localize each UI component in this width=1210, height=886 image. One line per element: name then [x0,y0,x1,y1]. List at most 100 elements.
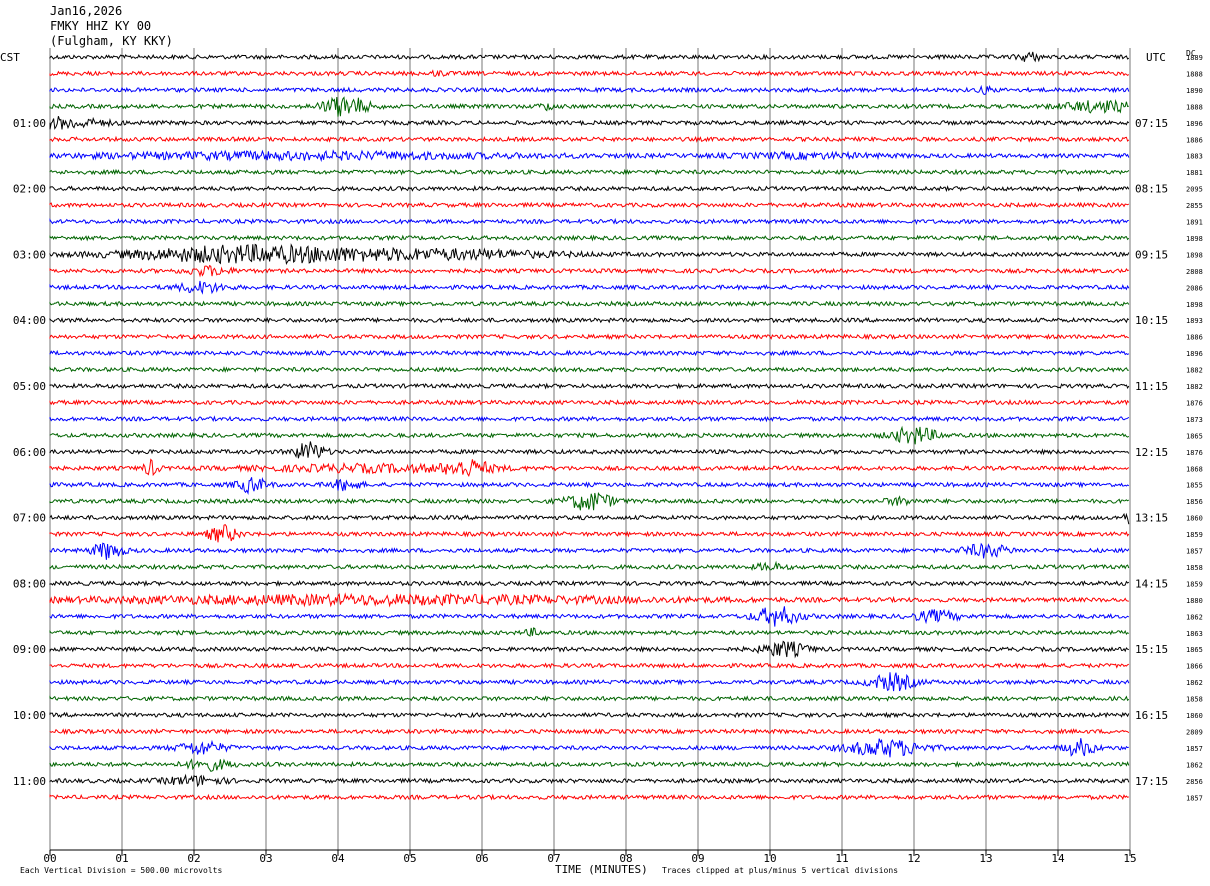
dc-offset-label: 1859 [1186,531,1203,539]
trace-row-24 [49,441,1130,459]
trace-row-14 [49,280,1130,295]
right-hour-label: 16:15 [1135,709,1168,722]
trace-row-38 [49,672,1130,692]
dc-offset-label: 1898 [1186,301,1203,309]
dc-offset-label: 1856 [1186,498,1203,506]
dc-offset-label: 1866 [1186,663,1203,671]
dc-offset-label: 1888 [1186,70,1203,78]
right-hour-label: 13:15 [1135,512,1168,525]
right-hour-label: 12:15 [1135,446,1168,459]
trace-row-25 [49,458,1130,477]
dc-offset-label: 1898 [1186,235,1203,243]
dc-offset-label: 1896 [1186,120,1203,128]
right-hour-label: 09:15 [1135,248,1168,261]
trace-row-41 [49,728,1130,735]
x-tick-label-09: 09 [691,852,704,865]
trace-row-12 [49,243,1130,266]
dc-offset-label: 1890 [1186,87,1203,95]
trace-row-45 [49,793,1129,801]
trace-row-27 [49,492,1130,511]
left-hour-label: 01:00 [13,117,46,130]
dc-offset-label: 1883 [1186,153,1203,161]
right-hour-label: 07:15 [1135,117,1168,130]
dc-offset-label: 1891 [1186,219,1203,227]
trace-row-8 [49,185,1130,193]
trace-row-44 [49,773,1130,788]
x-tick-label-10: 10 [763,852,776,865]
x-tick-label-11: 11 [835,852,848,865]
dc-offset-label: 2808 [1186,268,1203,276]
trace-row-40 [49,711,1130,719]
dc-offset-label: 1882 [1186,383,1203,391]
dc-offset-label: 1873 [1186,416,1203,424]
right-hour-label: 17:15 [1135,775,1168,788]
dc-offset-label: 1862 [1186,679,1203,687]
trace-row-1 [49,69,1130,78]
dc-offset-label: 1888 [1186,103,1203,111]
dc-offset-label: 1857 [1186,794,1203,802]
dc-offset-label: 1882 [1186,367,1203,375]
x-tick-label-01: 01 [115,852,128,865]
trace-row-4 [49,116,1130,130]
dc-offset-label: 1886 [1186,334,1203,342]
trace-row-42 [49,738,1129,758]
dc-offset-label: 1876 [1186,399,1203,407]
header-station: FMKY HHZ KY 00 [50,19,152,33]
dc-offset-label: 2809 [1186,728,1203,736]
x-tick-label-08: 08 [619,852,632,865]
dc-offset-label: 1865 [1186,432,1203,440]
dc-offset-label: 2856 [1186,778,1203,786]
right-hour-label: 14:15 [1135,577,1168,590]
dc-column-header: DC [1186,49,1196,58]
trace-row-29 [49,523,1130,543]
trace-row-22 [49,415,1130,423]
left-hour-label: 07:00 [13,512,46,525]
dc-offset-label: 2095 [1186,186,1203,194]
trace-row-39 [49,695,1130,702]
trace-row-0 [49,51,1130,63]
dc-offset-label: 1860 [1186,712,1203,720]
dc-offset-label: 1863 [1186,630,1203,638]
left-hour-label: 02:00 [13,183,46,196]
trace-row-18 [49,349,1130,357]
header-date: Jan16,2026 [50,4,123,18]
dc-offset-label: 1876 [1186,449,1203,457]
right-hour-label: 15:15 [1135,643,1168,656]
left-hour-label: 06:00 [13,446,46,459]
dc-offset-label: 1896 [1186,350,1203,358]
x-tick-label-12: 12 [907,852,920,865]
clip-note: Traces clipped at plus/minus 5 vertical … [662,866,899,875]
trace-row-21 [49,398,1130,406]
trace-row-23 [49,425,1130,445]
x-axis-label: TIME (MINUTES) [555,863,648,876]
dc-offset-label: 1862 [1186,761,1203,769]
dc-offset-label: 1858 [1186,564,1203,572]
dc-offset-label: 1868 [1186,465,1203,473]
trace-row-34 [49,606,1130,627]
trace-row-17 [49,333,1129,341]
trace-row-11 [49,234,1130,242]
trace-row-10 [49,217,1129,226]
dc-offset-label: 1858 [1186,696,1203,704]
scale-note: Each Vertical Division = 500.00 microvol… [20,866,223,875]
x-tick-label-15: 15 [1123,852,1136,865]
right-hour-label: 10:15 [1135,314,1168,327]
right-hour-label: 11:15 [1135,380,1168,393]
x-tick-label-07: 07 [547,852,560,865]
right-timezone-label: UTC [1146,51,1166,64]
dc-offset-label: 1893 [1186,317,1203,325]
x-tick-label-13: 13 [979,852,992,865]
left-hour-label: 03:00 [13,248,46,261]
trace-row-5 [49,135,1130,143]
dc-offset-label: 1857 [1186,548,1203,556]
trace-row-36 [49,640,1129,659]
trace-row-20 [49,382,1130,390]
trace-row-19 [49,366,1129,373]
dc-offset-label: 1880 [1186,597,1203,605]
x-tick-label-14: 14 [1051,852,1065,865]
dc-offset-label: 1859 [1186,580,1203,588]
dc-offset-label: 2855 [1186,202,1203,210]
dc-offset-label: 1860 [1186,515,1203,523]
dc-offset-label: 1862 [1186,613,1203,621]
